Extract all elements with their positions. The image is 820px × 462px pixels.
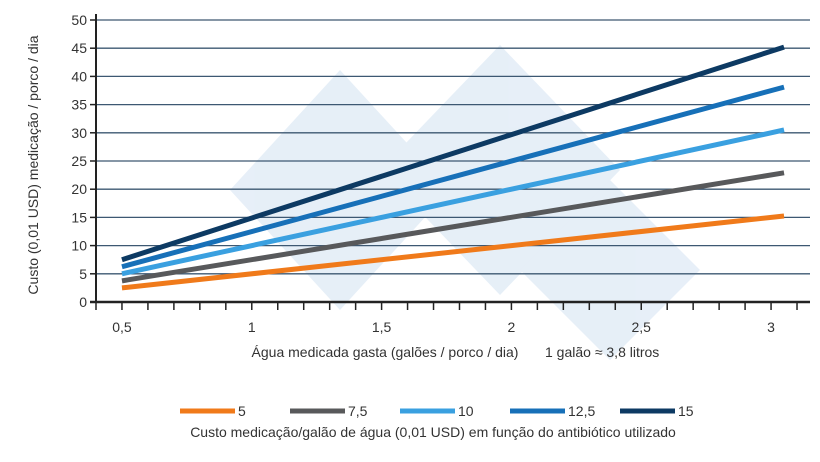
legend-label: 15 [678, 403, 694, 419]
y-tick-label: 50 [71, 12, 87, 28]
legend-label: 7,5 [348, 403, 368, 419]
legend-title: Custo medicação/galão de água (0,01 USD)… [190, 424, 676, 440]
y-tick-label: 0 [79, 294, 87, 310]
legend: 5 7,5 10 12,5 15 [180, 403, 694, 419]
series-line-1 [121, 170, 785, 284]
x-tick-label: 2 [508, 319, 516, 335]
x-tick-label: 2,5 [632, 319, 652, 335]
series-line-4 [121, 44, 785, 263]
y-tick-label: 40 [71, 68, 87, 84]
series-line-0 [121, 213, 785, 291]
x-tick-label: 1 [248, 319, 256, 335]
y-tick-label: 25 [71, 153, 87, 169]
x-tick-label: 1,5 [372, 319, 392, 335]
y-tick-label: 45 [71, 40, 87, 56]
y-tick-label: 10 [71, 238, 87, 254]
x-tick-label: 0,5 [112, 319, 132, 335]
watermark-logo [230, 45, 700, 360]
y-tick-label: 35 [71, 97, 87, 113]
x-axis-note: 1 galão ≈ 3,8 litros [545, 344, 659, 360]
y-tick-label: 30 [71, 125, 87, 141]
series-line-2 [121, 127, 785, 277]
legend-label: 5 [238, 403, 246, 419]
y-tick-label: 15 [71, 209, 87, 225]
x-axis-label: Água medicada gasta (galões / porco / di… [252, 344, 519, 360]
legend-label: 10 [458, 403, 474, 419]
legend-label: 12,5 [568, 403, 595, 419]
y-tick-label: 20 [71, 181, 87, 197]
x-tick-label: 3 [767, 319, 775, 335]
y-tick-label: 5 [79, 266, 87, 282]
y-axis-label: Custo (0,01 USD) medicação / porco / dia [25, 35, 41, 294]
series-line-3 [121, 84, 785, 270]
